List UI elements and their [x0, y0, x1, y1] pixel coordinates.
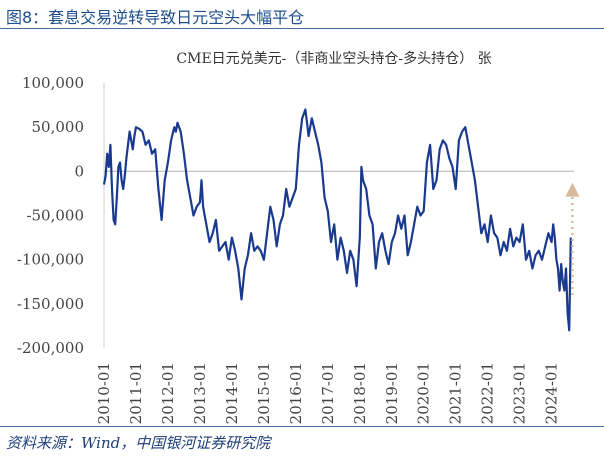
series-line — [102, 108, 572, 332]
x-tick-label: 2016-01 — [287, 362, 305, 424]
reversal-arrow — [565, 182, 580, 295]
x-tick-label: 2017-01 — [319, 362, 337, 424]
x-tick-label: 2019-01 — [383, 362, 401, 424]
x-tick-label: 2012-01 — [159, 362, 177, 424]
x-tick-label: 2022-01 — [479, 362, 497, 424]
x-axis: 2010-01 2011-01 2012-01 2013-01 2014-01 2015-… — [95, 362, 561, 424]
x-tick-label: 2013-01 — [191, 362, 209, 424]
x-tick-label: 2018-01 — [351, 362, 369, 424]
x-tick-label: 2020-01 — [415, 362, 433, 424]
y-tick-label: -50,000 — [26, 207, 84, 225]
y-tick-label: -200,000 — [17, 339, 84, 357]
y-tick-label: 0 — [74, 162, 84, 180]
x-tick-label: 2024-01 — [543, 362, 561, 424]
x-tick-label: 2023-01 — [511, 362, 529, 424]
y-tick-label: 100,000 — [22, 74, 84, 92]
y-tick-label: -100,000 — [17, 251, 84, 269]
bottom-divider — [0, 426, 604, 427]
top-divider — [0, 28, 604, 29]
line-chart: CME日元兑美元-（非商业空头持仓-多头持仓） 张 100,000 50,000 0… — [17, 50, 580, 424]
y-axis: 100,000 50,000 0 -50,000 -100,000 -150,000 -20… — [17, 74, 105, 357]
x-tick-label: 2010-01 — [95, 362, 113, 424]
x-tick-label: 2011-01 — [127, 362, 145, 424]
arrow-head — [565, 182, 580, 197]
y-tick-label: 50,000 — [32, 118, 85, 136]
figure-title: 图8：套息交易逆转导致日元空头大幅平仓 — [6, 8, 305, 27]
source-note: 资料来源：Wind，中国银河证券研究院 — [6, 434, 271, 452]
y-tick-label: -150,000 — [17, 295, 84, 313]
chart-title: CME日元兑美元-（非商业空头持仓-多头持仓） 张 — [176, 50, 491, 67]
x-tick-label: 2015-01 — [255, 362, 273, 424]
x-tick-label: 2021-01 — [447, 362, 465, 424]
x-tick-label: 2014-01 — [223, 362, 241, 424]
